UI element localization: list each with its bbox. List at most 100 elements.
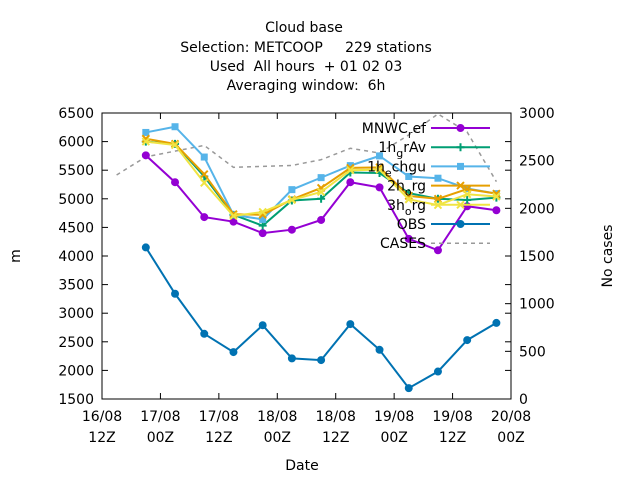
legend-label: MNWCref: [362, 121, 427, 141]
data-point-MNWC_ref: [287, 225, 296, 234]
legend-marker: [456, 200, 465, 210]
data-point-MNWC_ref: [171, 178, 180, 187]
data-point-2h_org: [433, 194, 443, 204]
data-point-2h_org: [200, 169, 209, 179]
x-tick-label-hour: 00Z: [264, 430, 291, 446]
axes: 1500200025003000350040004500500055006000…: [58, 106, 554, 446]
data-point-OBS: [258, 321, 267, 330]
data-point-1h_echgu: [259, 215, 267, 223]
y-tick-label: 5000: [58, 192, 94, 208]
x-axis-label: Date: [285, 458, 318, 474]
y-tick-label: 2500: [58, 335, 94, 351]
y2-tick-label: 500: [519, 344, 546, 360]
series-line-CASES: [116, 113, 498, 183]
data-point-MNWC_ref: [375, 183, 384, 192]
y-tick-label: 1500: [58, 392, 94, 408]
data-point-MNWC_ref: [258, 229, 267, 238]
legend-label: OBS: [397, 217, 426, 233]
data-point-3h_org: [170, 140, 180, 150]
series-line-1h_grAv: [145, 140, 497, 227]
title-line-4: Averaging window: 6h: [227, 78, 386, 94]
data-point-3h_org: [229, 211, 238, 221]
legend-marker: [457, 162, 464, 170]
data-point-1h_grAv: [258, 221, 267, 230]
y-tick-label: 4500: [58, 220, 94, 236]
data-point-3h_org: [316, 187, 326, 197]
x-tick-label-hour: 12Z: [439, 430, 466, 446]
legend-entry-CASES: CASES: [380, 236, 490, 252]
y2-tick-label: 2500: [519, 154, 555, 170]
data-point-OBS: [317, 356, 326, 365]
chart-title: Cloud base Selection: METCOOP 229 statio…: [180, 20, 432, 94]
x-tick-label-date: 18/08: [257, 409, 297, 425]
y-tick-label: 3000: [58, 306, 94, 322]
y-tick-label: 6500: [58, 106, 94, 122]
data-point-3h_org: [258, 207, 267, 217]
x-tick-label-date: 19/08: [374, 409, 414, 425]
x-tick-label-hour: 12Z: [322, 430, 349, 446]
plot-area: [116, 113, 501, 393]
data-point-3h_org: [492, 192, 501, 201]
legend-marker: [456, 143, 465, 152]
data-point-1h_grAv: [463, 195, 472, 204]
y2-tick-label: 0: [519, 392, 528, 408]
x-tick-label-date: 17/08: [199, 409, 239, 425]
data-point-OBS: [287, 354, 296, 363]
y2-tick-label: 3000: [519, 106, 555, 122]
data-point-MNWC_ref: [404, 234, 413, 243]
y-tick-label: 2000: [58, 363, 94, 379]
data-point-3h_org: [404, 195, 413, 204]
x-tick-label-date: 16/08: [82, 409, 122, 425]
data-point-OBS: [492, 318, 501, 327]
y-tick-label: 5500: [58, 163, 94, 179]
data-point-OBS: [346, 320, 355, 329]
x-tick-label-date: 17/08: [140, 409, 180, 425]
data-point-1h_echgu: [317, 174, 325, 182]
title-line-3: Used All hours + 01 02 03: [210, 59, 403, 75]
y2-tick-label: 2000: [519, 201, 555, 217]
y2-tick-label: 1000: [519, 297, 555, 313]
data-point-1h_echgu: [288, 186, 296, 194]
legend-label: 2horg: [387, 179, 426, 199]
data-point-MNWC_ref: [346, 178, 355, 187]
x-tick-label-hour: 00Z: [380, 430, 407, 446]
data-point-1h_echgu: [200, 153, 208, 161]
data-point-OBS: [375, 345, 384, 354]
data-point-MNWC_ref: [492, 206, 501, 215]
data-point-1h_echgu: [171, 123, 179, 131]
series-OBS: [141, 243, 501, 393]
legend-entry-1h_echgu: 1hechgu: [367, 159, 490, 179]
data-point-3h_org: [141, 137, 151, 146]
y2-tick-label: 1500: [519, 249, 555, 265]
data-point-1h_echgu: [434, 174, 442, 182]
legend-marker: [456, 220, 465, 228]
legend-entry-2h_org: 2horg: [387, 179, 490, 199]
legend-entry-1h_grAv: 1hgrAv: [378, 140, 490, 160]
legend-marker: [456, 181, 465, 190]
data-point-3h_org: [200, 178, 209, 187]
x-tick-label-hour: 12Z: [205, 430, 232, 446]
legend-label: 1hgrAv: [378, 140, 426, 160]
x-tick-label-date: 18/08: [316, 409, 356, 425]
y-tick-label: 6000: [58, 135, 94, 151]
plot-frame: [101, 112, 512, 400]
x-tick-label-date: 20/08: [491, 409, 531, 425]
data-point-3h_org: [462, 190, 472, 199]
x-tick-label-date: 19/08: [432, 409, 472, 425]
data-point-1h_echgu: [405, 172, 413, 180]
legend-label: 3horg: [387, 198, 426, 218]
legend-marker: [456, 124, 465, 132]
data-point-OBS: [463, 336, 472, 345]
data-point-1h_echgu: [346, 162, 354, 170]
legend-label: 1hechgu: [367, 159, 426, 179]
series-CASES: [116, 113, 498, 183]
data-point-OBS: [433, 367, 442, 376]
series-line-OBS: [144, 246, 497, 390]
y-axis-label: m: [8, 249, 24, 263]
data-point-3h_org: [346, 165, 355, 175]
series-MNWC_ref: [141, 151, 501, 255]
data-point-MNWC_ref: [141, 151, 150, 160]
data-point-OBS: [171, 289, 180, 298]
